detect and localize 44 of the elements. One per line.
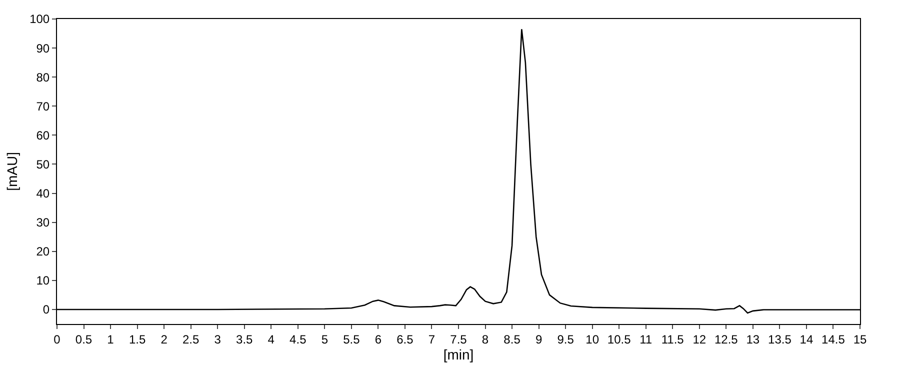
x-tick-label: 11.5 bbox=[661, 332, 684, 346]
y-tick-label: 0 bbox=[42, 302, 50, 317]
x-tick-label: 0 bbox=[54, 332, 61, 346]
x-tick-label: 6 bbox=[374, 332, 382, 346]
x-axis-title: [min] bbox=[443, 346, 474, 362]
y-tick-label: 70 bbox=[36, 99, 50, 114]
y-tick-label: 40 bbox=[36, 186, 50, 200]
x-tick-label: 8.5 bbox=[504, 332, 521, 346]
y-tick-label: 80 bbox=[36, 70, 50, 84]
x-tick-label: 14 bbox=[800, 332, 814, 346]
x-tick-label: 2.5 bbox=[182, 332, 200, 346]
x-tick-label: 5.5 bbox=[343, 332, 360, 346]
x-tick-label: 1.5 bbox=[128, 332, 146, 346]
x-tick-label: 15 bbox=[853, 332, 867, 346]
x-tick-label: 14.5 bbox=[822, 332, 846, 346]
x-tick-label: 1 bbox=[107, 332, 114, 346]
x-tick-label: 3 bbox=[214, 332, 222, 346]
x-tick-label: 0.5 bbox=[75, 332, 92, 346]
x-tick-label: 10.5 bbox=[607, 332, 632, 346]
x-tick-label: 10 bbox=[586, 332, 600, 346]
x-tick-label: 4.5 bbox=[290, 332, 307, 346]
x-tick-label: 11 bbox=[640, 332, 652, 346]
x-tick-label: 7.5 bbox=[450, 332, 468, 346]
x-tick-label: 13.5 bbox=[768, 332, 792, 346]
x-tick-label: 9 bbox=[535, 332, 542, 346]
x-tick-label: 6.5 bbox=[396, 332, 414, 346]
y-tick-label: 50 bbox=[36, 157, 50, 172]
y-tick-label: 20 bbox=[36, 244, 50, 259]
x-tick-label: 3.5 bbox=[236, 332, 254, 346]
x-tick-label: 12 bbox=[692, 332, 706, 346]
y-axis-title: [mAU] bbox=[4, 152, 20, 191]
y-tick-label: 90 bbox=[36, 41, 50, 56]
x-tick-label: 12.5 bbox=[714, 332, 738, 346]
y-tick-label: 100 bbox=[30, 12, 50, 26]
x-tick-label: 7 bbox=[428, 332, 436, 346]
y-tick-label: 10 bbox=[36, 274, 50, 288]
y-tick-label: 30 bbox=[36, 216, 50, 230]
x-tick-label: 4 bbox=[268, 332, 275, 346]
y-tick-label: 60 bbox=[36, 128, 50, 142]
x-tick-label: 5 bbox=[321, 332, 328, 346]
x-tick-label: 13 bbox=[746, 332, 760, 346]
x-tick-label: 9.5 bbox=[557, 332, 574, 346]
x-tick-label: 2 bbox=[160, 332, 168, 346]
x-tick-label: 8 bbox=[482, 332, 489, 346]
